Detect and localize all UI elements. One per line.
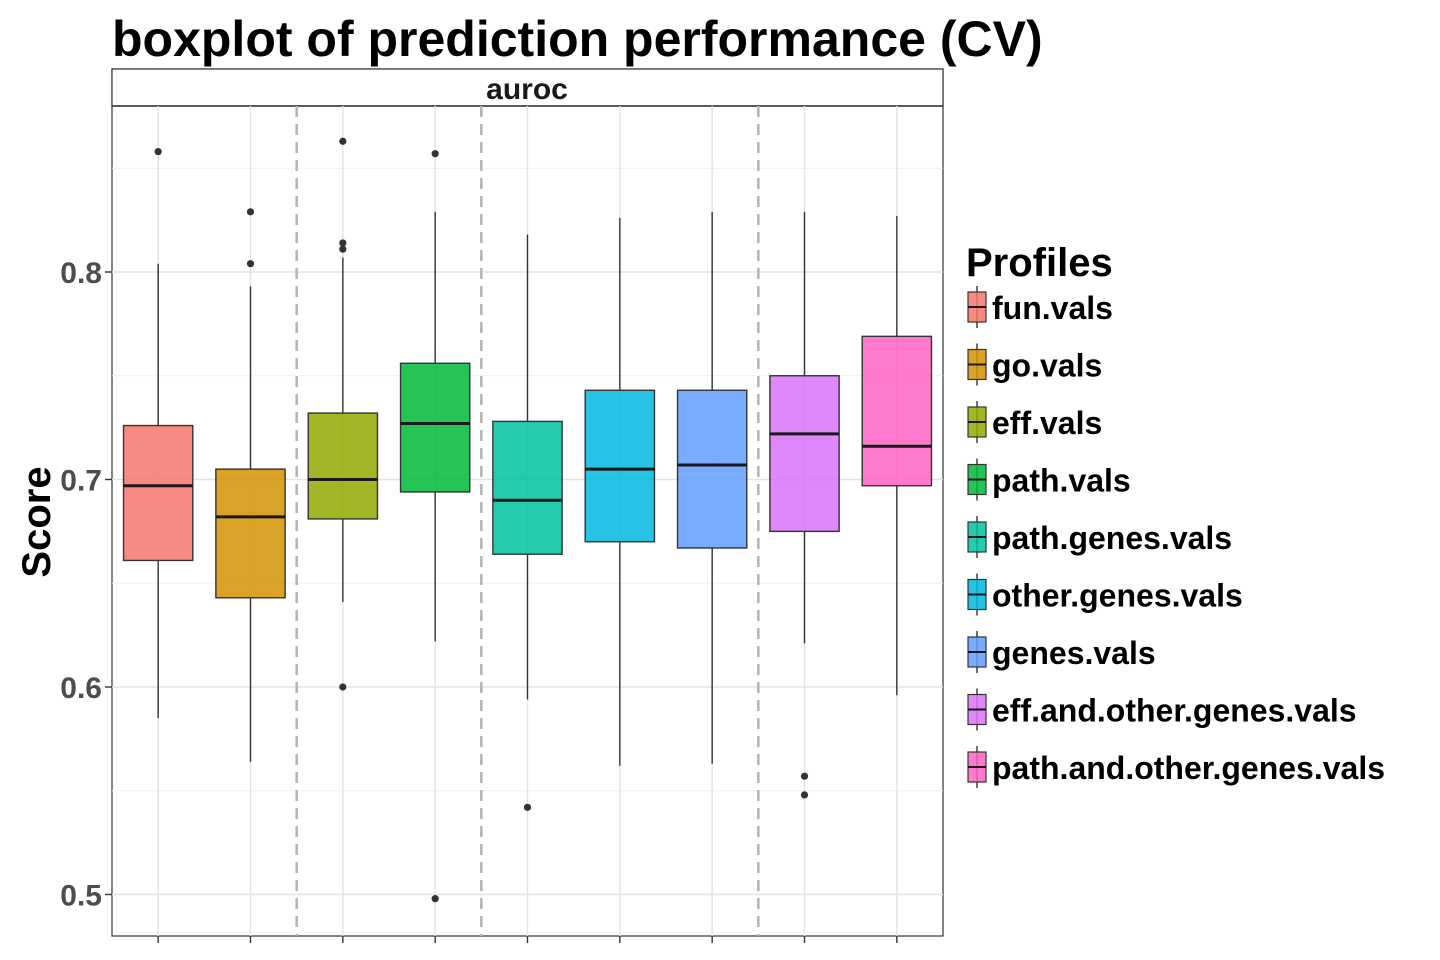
legend-title: Profiles bbox=[966, 241, 1113, 285]
box-other.genes.vals bbox=[584, 218, 656, 766]
outlier-point bbox=[339, 683, 347, 691]
legend-item-fun.vals: fun.vals bbox=[967, 286, 1113, 328]
box-iqr bbox=[399, 362, 471, 493]
box-path.and.other.genes.vals bbox=[861, 215, 933, 696]
outlier-point bbox=[246, 260, 255, 268]
legend-label: go.vals bbox=[992, 348, 1102, 384]
legend-item-other.genes.vals: other.genes.vals bbox=[967, 573, 1243, 616]
box-iqr bbox=[215, 468, 286, 599]
y-tick-label: 0.8 bbox=[60, 257, 102, 290]
outlier-point bbox=[800, 772, 809, 780]
outlier-point bbox=[800, 791, 809, 799]
box-iqr bbox=[861, 335, 933, 487]
legend-label: other.genes.vals bbox=[992, 578, 1243, 614]
boxes bbox=[122, 137, 933, 903]
outlier-point bbox=[339, 239, 347, 247]
legend-label: path.genes.vals bbox=[992, 520, 1232, 556]
legend-label: genes.vals bbox=[992, 635, 1156, 671]
facet-strip bbox=[111, 68, 944, 107]
outlier-point bbox=[431, 895, 439, 903]
box-iqr bbox=[769, 375, 840, 533]
legend-item-genes.vals: genes.vals bbox=[967, 631, 1156, 673]
outlier-point bbox=[339, 245, 347, 253]
y-tick-label: 0.6 bbox=[60, 672, 102, 705]
box-path.genes.vals bbox=[492, 234, 563, 811]
legend-label: eff.vals bbox=[992, 405, 1102, 441]
y-axis: 0.5 0.6 0.7 0.8 bbox=[60, 257, 112, 913]
outlier-point bbox=[154, 148, 162, 156]
group-separators bbox=[295, 106, 760, 936]
legend-label: path.vals bbox=[992, 463, 1131, 499]
y-tick-label: 0.7 bbox=[60, 465, 102, 498]
legend-item-eff.vals: eff.vals bbox=[967, 401, 1102, 443]
box-fun.vals bbox=[122, 148, 194, 719]
box-iqr bbox=[584, 389, 656, 543]
y-axis-title: Score bbox=[15, 466, 59, 577]
legend: Profiles fun.vals go.vals eff.vals path.val… bbox=[966, 241, 1385, 788]
box-iqr bbox=[676, 389, 748, 549]
box-go.vals bbox=[215, 208, 286, 762]
outlier-point bbox=[431, 150, 439, 158]
x-axis bbox=[157, 936, 898, 943]
legend-item-path.and.other.genes.vals: path.and.other.genes.vals bbox=[967, 746, 1385, 788]
facet-label: auroc bbox=[486, 73, 568, 106]
outlier-point bbox=[339, 137, 347, 145]
box-path.vals bbox=[399, 150, 471, 903]
outlier-point bbox=[246, 208, 255, 216]
legend-item-path.genes.vals: path.genes.vals bbox=[967, 516, 1232, 558]
box-eff.and.other.genes.vals bbox=[769, 211, 840, 799]
box-genes.vals bbox=[676, 211, 748, 764]
box-eff.vals bbox=[307, 137, 379, 691]
box-iqr bbox=[492, 420, 563, 555]
y-tick-label: 0.5 bbox=[60, 880, 102, 913]
legend-label: fun.vals bbox=[992, 290, 1113, 326]
chart-title: boxplot of prediction performance (CV) bbox=[112, 11, 1043, 67]
legend-label: eff.and.other.genes.vals bbox=[992, 693, 1357, 729]
legend-item-path.vals: path.vals bbox=[967, 458, 1131, 501]
legend-label: path.and.other.genes.vals bbox=[992, 750, 1385, 786]
legend-item-eff.and.other.genes.vals: eff.and.other.genes.vals bbox=[967, 688, 1357, 731]
box-iqr bbox=[307, 412, 379, 520]
legend-item-go.vals: go.vals bbox=[967, 343, 1102, 386]
box-iqr bbox=[122, 424, 194, 562]
outlier-point bbox=[523, 803, 532, 811]
